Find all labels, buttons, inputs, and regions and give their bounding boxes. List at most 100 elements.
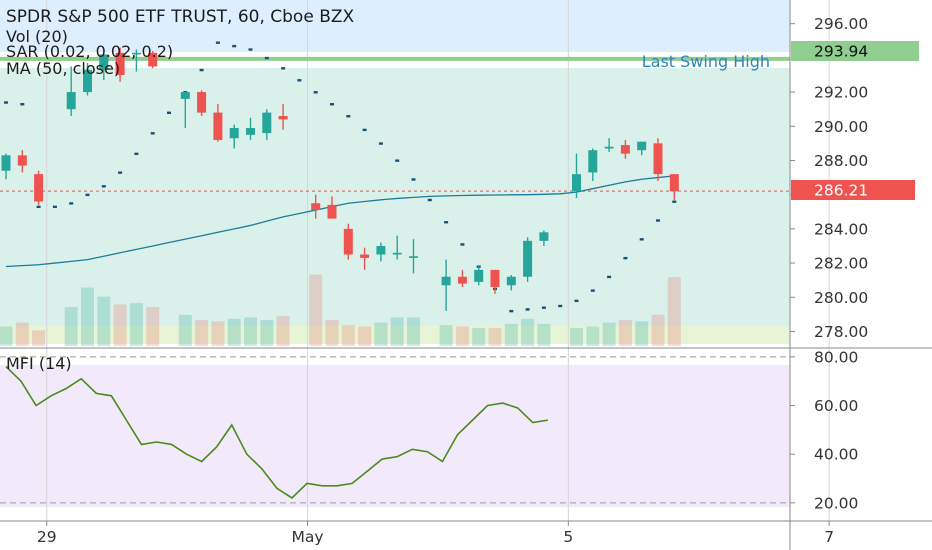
sar-dot [313, 91, 318, 94]
sar-dot [101, 185, 106, 188]
candle [311, 194, 321, 219]
candle [229, 124, 239, 149]
volume-bar [439, 325, 453, 346]
sar-dot [232, 44, 237, 48]
volume-bar [504, 323, 518, 346]
swing-high-label: Last Swing High [642, 52, 770, 71]
time-tick-label: 7 [824, 528, 834, 546]
volume-bar [455, 326, 469, 346]
candle-body [311, 203, 321, 211]
price-axis[interactable]: 296.00292.00290.00288.00286.00284.00282.… [790, 15, 868, 512]
volume-bar [635, 321, 649, 346]
candle [197, 90, 207, 117]
candle [213, 104, 223, 142]
sar-dot [607, 275, 612, 279]
sar-dot [118, 171, 123, 174]
sar-dot [395, 159, 400, 162]
volume-bar [667, 277, 681, 346]
volume-bar [602, 322, 616, 346]
sar-dot [639, 238, 644, 241]
candle-body [229, 127, 239, 139]
candle [66, 66, 76, 117]
sar-dot [541, 306, 546, 309]
mfi-tick-label: 60.00 [814, 397, 858, 415]
swing-high-line [0, 56, 790, 192]
mfi-tick-label: 80.00 [814, 348, 858, 366]
candle [474, 266, 484, 286]
candle-body [441, 276, 451, 286]
candle-body [604, 146, 614, 149]
candle [457, 269, 467, 287]
time-tick-label: 29 [37, 528, 57, 546]
time-axis[interactable]: 29 May 5 7 [37, 521, 834, 546]
last-price-tag [791, 180, 915, 200]
candle-body [343, 228, 353, 255]
sar-dot [427, 198, 432, 202]
candle [376, 242, 386, 262]
candle-body [327, 204, 337, 219]
volume-bar [276, 316, 290, 346]
sar-dot [460, 243, 465, 246]
candle [327, 196, 337, 219]
legend-ma: MA (50, close) [6, 59, 120, 78]
sar-dot [20, 103, 25, 106]
sar-dot [297, 79, 302, 82]
candle [653, 138, 663, 181]
middle-zone-band [0, 68, 790, 326]
ma-50-line [5, 175, 675, 268]
volume-bar [260, 320, 274, 346]
sar-dot [574, 299, 579, 303]
sar-dot [134, 152, 139, 156]
candle-body [262, 112, 272, 134]
volume-bar [178, 314, 192, 346]
candle [343, 223, 353, 260]
candle [604, 138, 614, 152]
legend-mfi: MFI (14) [6, 354, 72, 373]
candle-body [523, 240, 533, 277]
price-tick-label: 290.00 [814, 118, 868, 136]
volume-bar [211, 321, 225, 346]
candle [115, 47, 125, 82]
candle-body [360, 254, 370, 258]
sar-dot [264, 56, 269, 60]
candle [360, 247, 370, 270]
candle-body [457, 276, 467, 284]
mfi-tick-label: 40.00 [814, 446, 858, 464]
volume-bar [15, 322, 29, 346]
sar-dot [150, 132, 155, 135]
time-tick-label: 5 [563, 528, 573, 546]
candle [278, 104, 288, 130]
candle-body [17, 155, 27, 166]
sar-dot [52, 205, 57, 209]
candle-body [588, 150, 598, 173]
candle-body [539, 232, 549, 241]
candlesticks [1, 47, 679, 311]
sar-dot [623, 256, 628, 260]
candle [1, 153, 11, 180]
volume-bar [129, 303, 143, 346]
candle-body [213, 112, 223, 140]
candle-body [474, 269, 484, 282]
price-tick-label: 284.00 [814, 220, 868, 238]
price-tick-label: 282.00 [814, 255, 868, 273]
volume-bar [64, 307, 78, 346]
sar-dot [672, 200, 677, 203]
volume-bar [472, 327, 486, 346]
candle-body [180, 92, 190, 99]
swing-high-price-tag [791, 41, 919, 61]
candle-body [278, 116, 288, 120]
candle-body [376, 245, 386, 255]
volume-bar [358, 326, 372, 346]
candle [490, 269, 500, 294]
candle-body [637, 141, 647, 151]
candle [669, 174, 679, 200]
candle [83, 63, 92, 96]
lower-zone-band [0, 326, 790, 344]
sar-dot [215, 41, 220, 44]
volume-bar [113, 304, 127, 346]
sar-dot [346, 115, 351, 118]
volume-bar [32, 330, 46, 346]
candle-body [620, 145, 630, 154]
sar-dot [330, 103, 334, 106]
